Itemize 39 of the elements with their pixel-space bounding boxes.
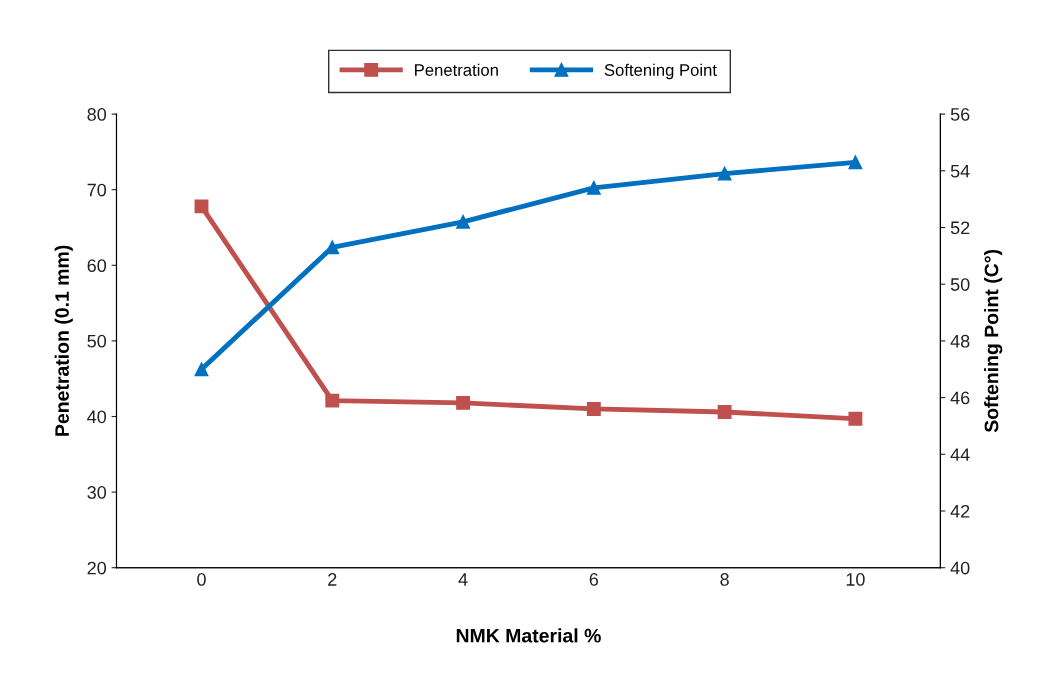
point [194, 362, 209, 377]
y2-tick-label: 42 [950, 504, 970, 518]
point [586, 180, 601, 195]
y-tick-label: 20 [87, 561, 107, 575]
x-tick-label: 4 [458, 573, 468, 586]
legend-label: Penetration [415, 63, 498, 76]
point [848, 411, 863, 426]
y2-tick-label: 48 [950, 334, 970, 348]
point [586, 401, 601, 416]
point [325, 240, 340, 255]
y2-tick-label: 52 [950, 221, 970, 235]
y2-tick-label: 56 [950, 108, 970, 121]
y2-tick-label: 46 [950, 391, 970, 405]
x-tick-label: 8 [720, 573, 729, 586]
point [717, 166, 732, 181]
y2-tick-label: 50 [950, 278, 970, 291]
point [325, 393, 340, 408]
legend-label: Softening Point [604, 63, 717, 80]
x-tick-label: 6 [589, 573, 599, 586]
y2-axis-title: Softening Point (C°) [984, 249, 1003, 433]
y-tick-label: 80 [87, 108, 107, 121]
y-tick-label: 30 [87, 486, 107, 499]
y2-tick-label: 54 [950, 164, 970, 178]
x-tick-label: 10 [846, 573, 865, 586]
point [456, 214, 470, 229]
y-tick-label: 50 [87, 334, 107, 348]
y2-tick-label: 44 [950, 448, 970, 461]
y-tick-label: 70 [87, 183, 107, 197]
x-tick-label: 2 [328, 573, 337, 586]
y-tick-label: 40 [87, 410, 107, 424]
y-axis-title: Penetration (0.1 mm) [54, 245, 73, 436]
point [194, 199, 209, 214]
point [456, 395, 470, 410]
x-axis-title: NMK Material % [456, 628, 601, 643]
x-tick-label: 0 [197, 573, 206, 586]
y2-tick-label: 40 [950, 561, 970, 575]
y-tick-label: 60 [87, 259, 107, 273]
point [717, 405, 732, 419]
point [848, 155, 863, 170]
